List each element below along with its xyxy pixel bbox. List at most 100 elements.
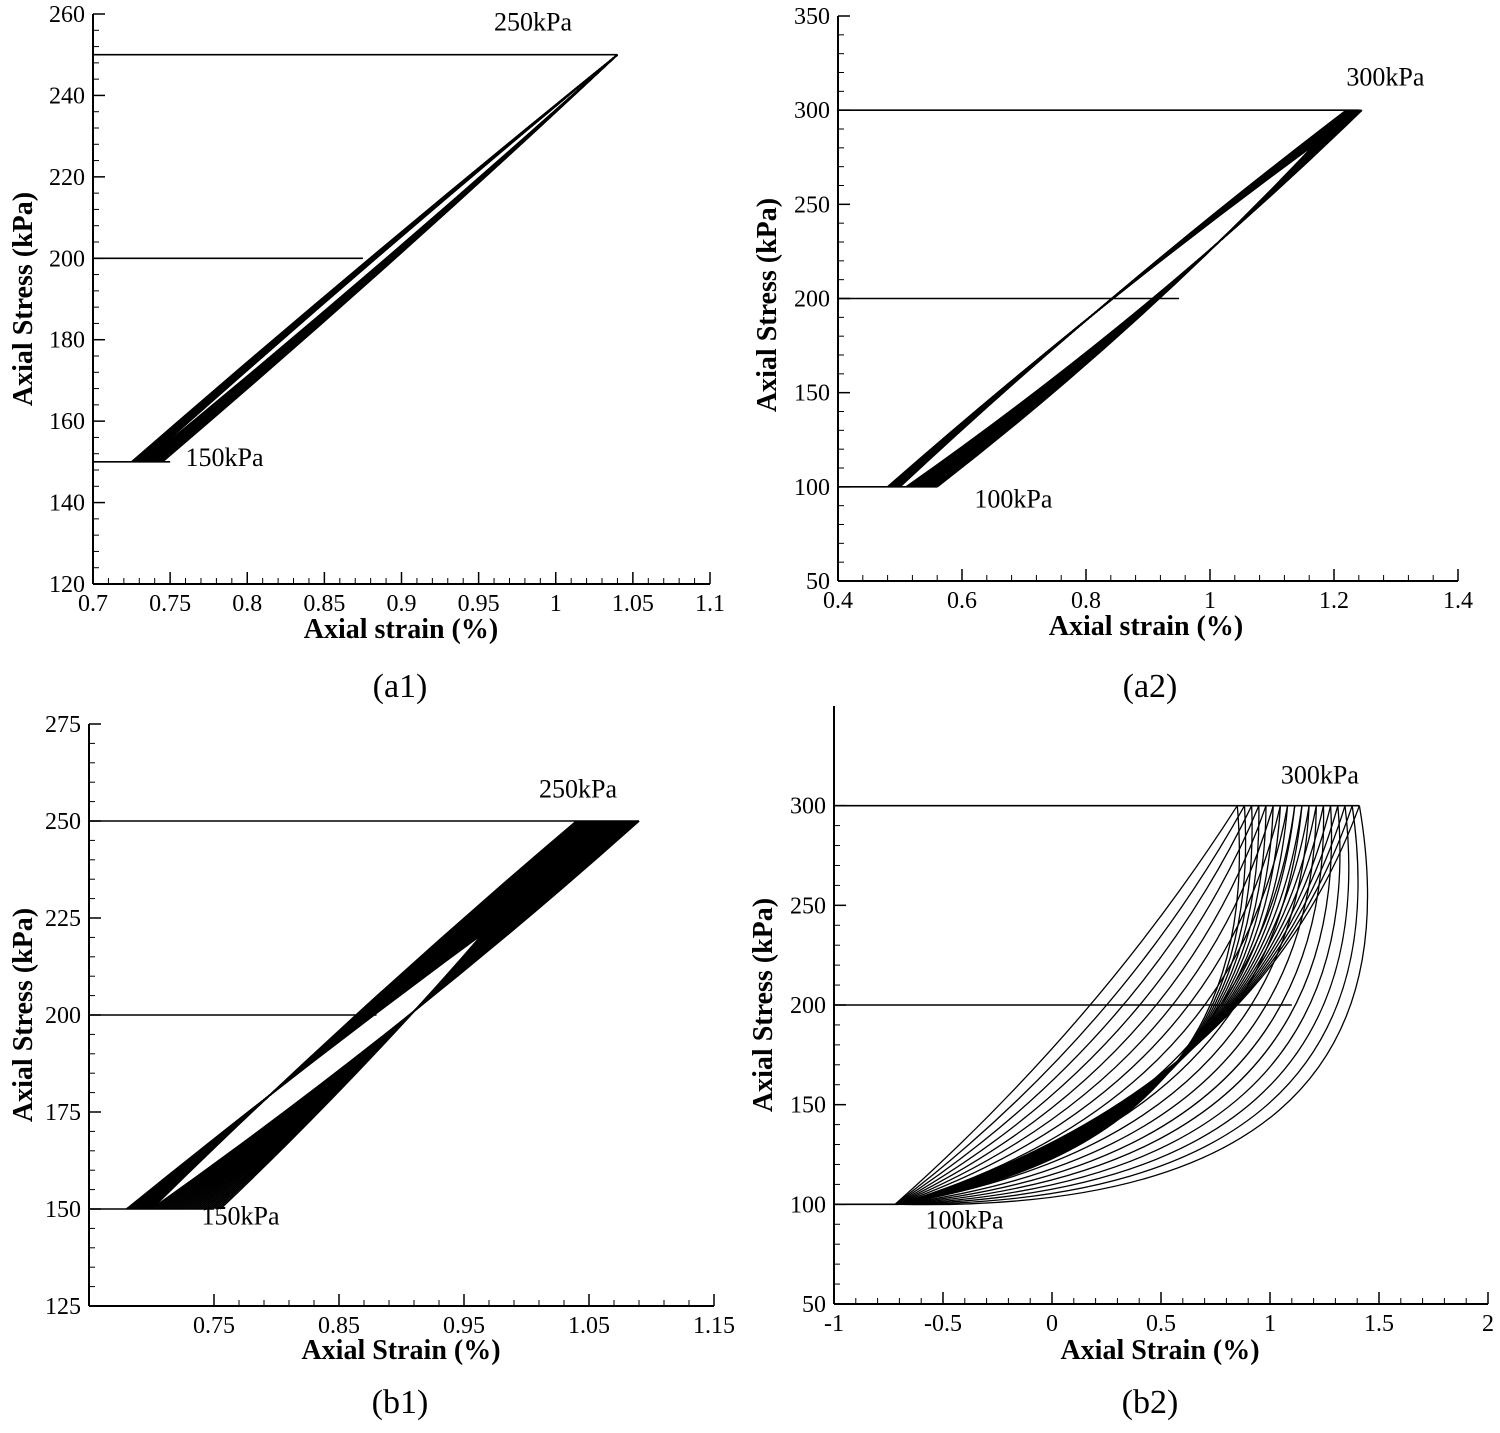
reference-lines-b1 [89, 820, 639, 1210]
loading-curve [897, 805, 1303, 1205]
loading-curve [898, 805, 1350, 1205]
x-tick-label: 1.4 [1443, 588, 1473, 614]
x-tick-label: 1 [1204, 588, 1216, 614]
x-tick-label: 0.85 [303, 591, 345, 617]
y-axis-title: Axial Stress (kPa) [8, 192, 39, 406]
x-tick-label: 0.95 [458, 591, 500, 617]
loading-curve [905, 109, 1363, 488]
ticks-a2: 0.4 0.6 0.8 1 1.2 1.4 50 100 150 200 250 300 350 [794, 4, 1473, 614]
y-tick-label: 275 [45, 712, 81, 738]
loading-curve [896, 805, 1289, 1205]
annotation-300kpa: 300kPa [1346, 63, 1424, 92]
unloading-curve [899, 805, 1360, 1205]
reference-lines-a1 [93, 53, 618, 463]
x-tick-label: 1.05 [612, 591, 654, 617]
x-axis-title: Axial strain (%) [304, 614, 498, 645]
y-axis-title: Axial Stress (kPa) [8, 908, 39, 1122]
y-tick-label: 150 [794, 381, 830, 407]
y-tick-label: 225 [45, 906, 81, 932]
loading-curve [898, 805, 1333, 1205]
annotation-300kpa: 300kPa [1281, 761, 1359, 790]
unloading-curve [887, 109, 1363, 488]
y-tick-label: 250 [794, 192, 830, 218]
ticks-b1: 0.75 0.85 0.95 1.05 1.15 125 150 175 200 225 250 27… [45, 712, 735, 1339]
y-axis-title: Axial Stress (kPa) [752, 198, 783, 412]
y-tick-label: 200 [49, 246, 85, 272]
annotation-100kpa: 100kPa [926, 1205, 1004, 1234]
caption-a1: (a1) [373, 668, 428, 705]
loading-curve [895, 805, 1253, 1205]
x-tick-label: 0.75 [193, 1313, 235, 1339]
loading-curve [898, 805, 1325, 1205]
x-tick-label: 0.75 [149, 591, 191, 617]
loading-curve [897, 805, 1317, 1205]
hysteresis-loops-b1 [125, 820, 640, 1210]
panel-a2: 0.4 0.6 0.8 1 1.2 1.4 50 100 150 200 250 300 350 Axi… [752, 4, 1473, 705]
loading-curve [895, 805, 1267, 1205]
caption-b2: (b2) [1122, 1384, 1179, 1421]
x-tick-label: 1.2 [1319, 588, 1349, 614]
y-tick-label: 50 [806, 569, 830, 595]
loading-curve [143, 54, 618, 463]
y-tick-label: 120 [49, 572, 85, 598]
loading-curve [894, 805, 1238, 1205]
hysteresis-loops-a1 [131, 54, 618, 463]
annotation-250kpa: 250kPa [539, 775, 617, 804]
y-tick-label: 200 [794, 287, 830, 313]
y-tick-label: 125 [45, 1294, 81, 1320]
y-tick-label: 175 [45, 1100, 81, 1126]
x-tick-label: 0.4 [823, 588, 853, 614]
x-tick-label: 0.8 [1071, 588, 1101, 614]
panel-b1: 0.75 0.85 0.95 1.05 1.15 125 150 175 200 225 250 27… [8, 712, 735, 1421]
x-tick-label: 1.1 [695, 591, 725, 617]
loading-curve [151, 820, 640, 1210]
unloading-curve [131, 54, 618, 463]
x-axis-title: Axial Strain (%) [301, 1335, 500, 1366]
x-tick-label: 0 [1046, 1311, 1058, 1337]
y-tick-label: 180 [49, 328, 85, 354]
annotation-100kpa: 100kPa [974, 485, 1052, 514]
y-tick-label: 260 [49, 2, 85, 28]
loading-curve [898, 805, 1341, 1205]
y-tick-label: 240 [49, 83, 85, 109]
y-tick-label: 160 [49, 409, 85, 435]
y-tick-label: 200 [45, 1003, 81, 1029]
y-tick-label: 350 [794, 4, 830, 30]
unloading-curve [125, 820, 640, 1210]
loading-curve [896, 805, 1274, 1205]
ticks-a1: 0.7 0.75 0.8 0.85 0.9 0.95 1 1.05 1.1 120 140 160 18… [49, 2, 725, 617]
hysteresis-loops-b2 [894, 805, 1369, 1206]
x-tick-label: -1 [824, 1311, 844, 1337]
y-tick-label: 200 [790, 993, 826, 1019]
axes-a1 [92, 14, 710, 585]
x-tick-label: -0.5 [924, 1311, 962, 1337]
y-tick-label: 140 [49, 491, 85, 517]
x-tick-label: 1 [550, 591, 562, 617]
x-tick-label: 1.15 [693, 1313, 735, 1339]
y-axis-title: Axial Stress (kPa) [748, 898, 779, 1112]
loading-curve [895, 805, 1260, 1205]
x-tick-label: 1.05 [568, 1313, 610, 1339]
y-tick-label: 100 [794, 475, 830, 501]
y-tick-label: 50 [802, 1292, 826, 1318]
y-tick-label: 300 [790, 794, 826, 820]
annotation-250kpa: 250kPa [494, 7, 572, 36]
x-tick-label: 2 [1482, 1311, 1494, 1337]
panel-a1: 0.7 0.75 0.8 0.85 0.9 0.95 1 1.05 1.1 120 140 160 18… [8, 2, 725, 705]
y-tick-label: 220 [49, 165, 85, 191]
x-tick-label: 1 [1264, 1311, 1276, 1337]
y-tick-label: 250 [45, 809, 81, 835]
loading-curve [899, 805, 1369, 1206]
x-tick-label: 1.5 [1364, 1311, 1394, 1337]
x-tick-label: 0.9 [387, 591, 417, 617]
loading-curve [894, 805, 1246, 1205]
reference-lines-b2 [834, 804, 1360, 1206]
x-tick-label: 0.95 [443, 1313, 485, 1339]
x-tick-label: 0.8 [232, 591, 262, 617]
loading-curve [899, 805, 1359, 1205]
x-tick-label: 0.6 [947, 588, 977, 614]
annotation-150kpa: 150kPa [202, 1202, 280, 1231]
